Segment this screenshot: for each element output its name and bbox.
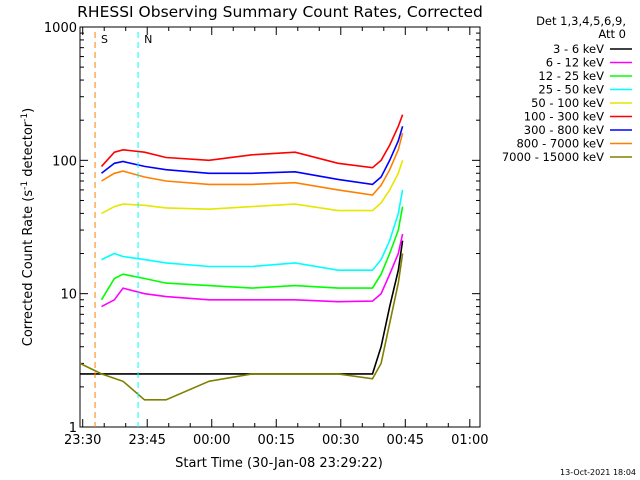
y-axis: 1 10 100 1000 [44,21,480,436]
legend-label: 50 - 100 keV [531,96,604,110]
legend-label: 12 - 25 keV [538,69,604,83]
x-tick-label: 23:30 [64,433,101,448]
y-tick-label: 100 [52,154,77,169]
chart-title: RHESSI Observing Summary Count Rates, Co… [77,3,483,21]
x-tick-label: 00:30 [322,433,359,448]
legend-label: 6 - 12 keV [546,56,604,70]
flag-label-s: S [101,33,108,46]
y-axis-label-sup2: -1 [20,113,30,122]
x-tick-label: 00:15 [258,433,295,448]
series-line-800-7000-kev [101,132,404,196]
y-axis-label: Corrected Count Rate (s-1 detector-1) [20,108,36,346]
x-tick-label: 23:45 [128,433,165,448]
legend-label: 100 - 300 keV [524,110,604,124]
footer-date: 13-Oct-2021 18:04 [560,468,636,477]
legend-header: Att 0 [598,27,626,41]
y-axis-label-end: ) [21,108,36,113]
legend-header: Det 1,3,4,5,6,9, [536,14,626,28]
x-tick-label: 00:45 [387,433,424,448]
series-line-3-6-kev [80,240,404,375]
y-axis-label-sup1: -1 [20,181,30,190]
series-line-25-50-kev [101,189,404,271]
y-tick-label: 10 [60,288,77,303]
x-tick-label: 01:00 [451,433,488,448]
legend-label: 25 - 50 keV [538,83,604,97]
series-line-7000-15000-kev [79,253,404,401]
series-line-300-800-kev [101,126,404,186]
series-line-50-100-kev [101,160,404,215]
legend-label: 800 - 7000 keV [516,137,604,151]
series-group [79,114,404,401]
series-line-100-300-kev [100,114,404,169]
legend-label: 3 - 6 keV [553,42,604,56]
x-axis-label: Start Time (30-Jan-08 23:29:22) [175,456,383,471]
plot-frame [79,26,481,428]
legend-label: 7000 - 15000 keV [502,150,604,164]
x-tick-label: 00:00 [193,433,230,448]
series-line-6-12-kev [101,233,404,308]
y-tick-label: 1000 [44,21,77,36]
flag-label-n: N [144,33,152,46]
y-axis-label-mid: detector [21,121,36,181]
legend-label: 300 - 800 keV [524,123,604,137]
y-axis-label-main: Corrected Count Rate (s [21,190,36,347]
y-tick-label: 1 [69,421,77,436]
series-line-12-25-kev [100,206,404,301]
x-axis: 23:30 23:45 00:00 00:15 00:30 00:45 01:00 [64,27,489,448]
